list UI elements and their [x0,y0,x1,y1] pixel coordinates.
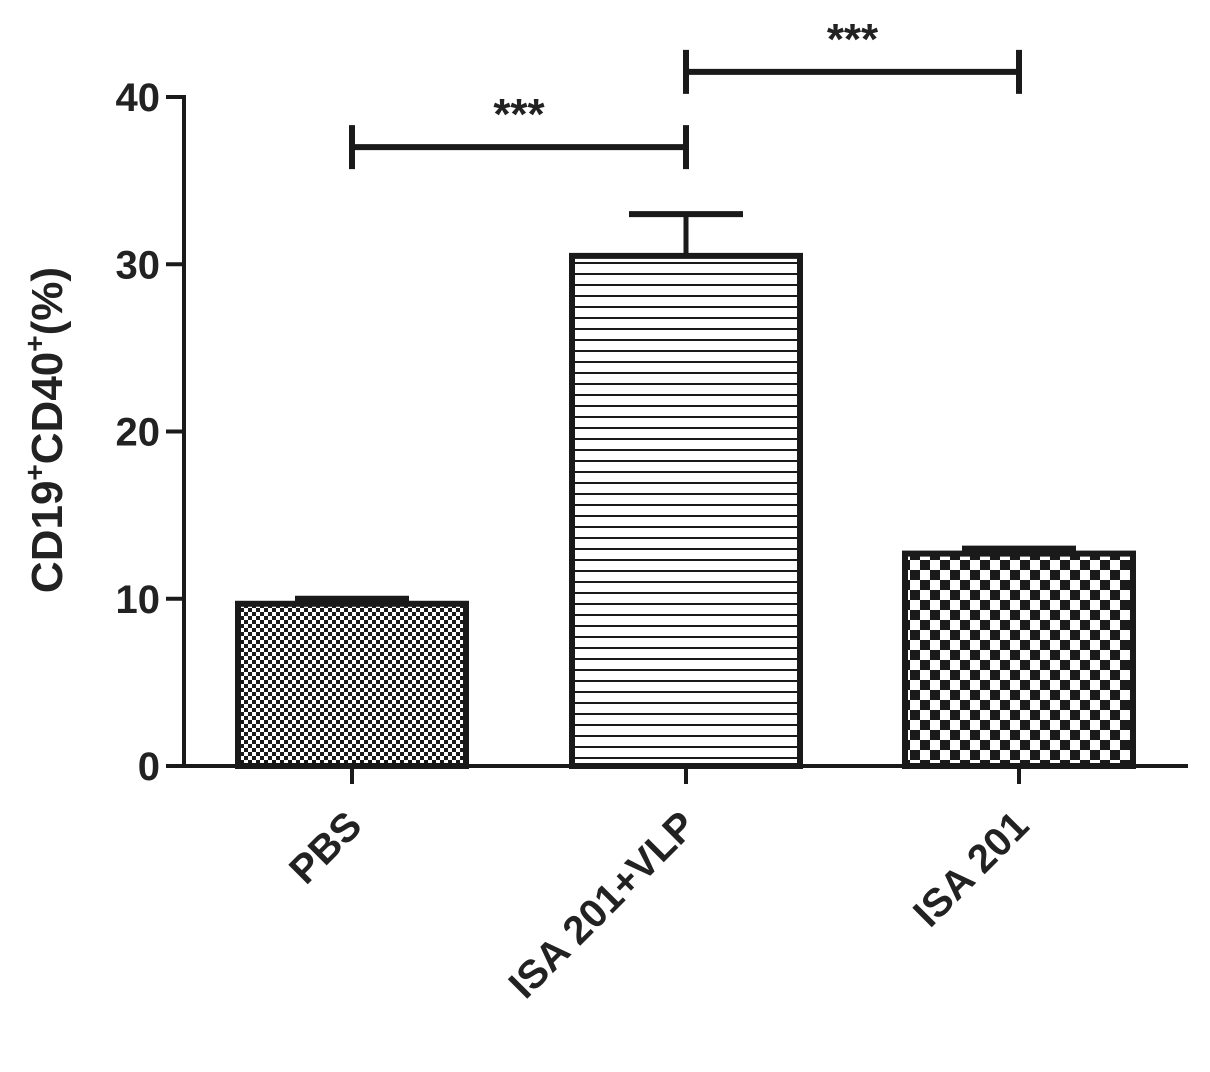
y-axis-label: CD19+CD40+(%) [19,267,72,593]
y-tick-label: 30 [116,243,161,287]
bar [569,252,803,769]
x-axis: PBS ISA 201+VLP ISA 201 [182,764,1188,1007]
error-bars [295,211,1076,604]
bars [235,252,1136,770]
bar [235,600,469,770]
x-tick-label: ISA 201 [905,803,1037,935]
significance-brackets: *** *** [349,15,1022,170]
y-tick-label: 20 [116,411,161,455]
y-tick-label: 0 [138,745,160,789]
y-tick-label: 10 [116,578,161,622]
x-tick-label: ISA 201+VLP [501,803,705,1007]
x-tick-label: PBS [281,803,370,892]
significance-label: *** [827,15,879,64]
y-axis: 0 10 20 30 40 [116,76,186,789]
bar [902,550,1136,770]
significance-label: *** [493,90,545,139]
y-tick-label: 40 [116,76,161,120]
